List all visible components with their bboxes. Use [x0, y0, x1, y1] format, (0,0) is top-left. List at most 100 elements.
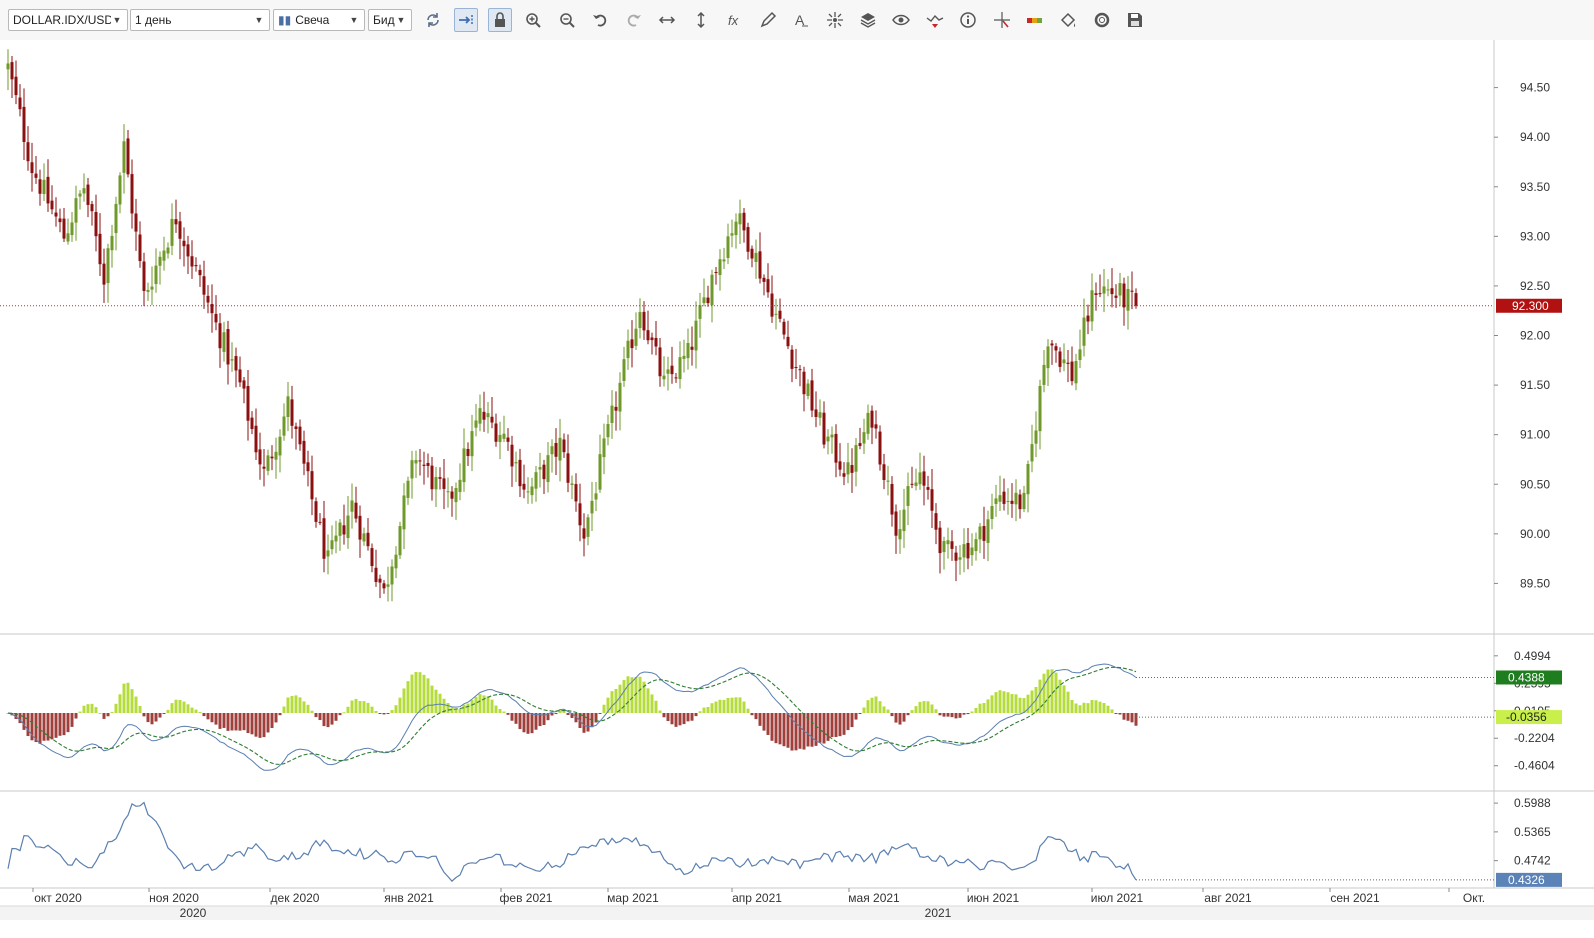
last-price-badge: [1496, 298, 1562, 313]
candle-down: [778, 298, 782, 323]
timeframe-select[interactable]: 1 день ▼: [130, 9, 270, 31]
candle-up: [546, 442, 550, 493]
candle-body: [678, 357, 682, 380]
macd-hist-bar: [666, 713, 670, 722]
macd-hist-bar: [758, 713, 762, 726]
settings-button[interactable]: [1090, 8, 1114, 32]
candle-down: [822, 401, 826, 449]
lock-button[interactable]: [488, 8, 512, 32]
vertical-scale-button[interactable]: [689, 8, 713, 32]
macd-hist-bar: [606, 697, 610, 713]
fill-button[interactable]: [1056, 8, 1080, 32]
macd-hist-bar: [1130, 713, 1134, 723]
candle-body: [858, 443, 862, 446]
macd-hist-bar: [810, 713, 814, 747]
macd-hist-bar: [370, 706, 374, 713]
redo-button[interactable]: [622, 8, 646, 32]
candle-body: [546, 455, 550, 483]
crosshair-button[interactable]: [823, 8, 847, 32]
candle-body: [570, 483, 574, 485]
candle-up: [666, 356, 670, 391]
chart-style-select[interactable]: ▮▮ Свеча ▼: [273, 9, 365, 31]
macd-hist-bar: [674, 713, 678, 727]
macd-hist-bar: [978, 703, 982, 713]
symbol-select[interactable]: DOLLAR.IDX/USD ▼: [8, 9, 128, 31]
candle-down: [930, 469, 934, 529]
macd-hist-bar: [66, 713, 70, 733]
text-button[interactable]: A: [789, 8, 813, 32]
macd-hist-bar: [874, 696, 878, 713]
candle-down: [922, 455, 926, 506]
candle-down: [838, 443, 842, 477]
macd-hist-bar: [322, 713, 326, 727]
candle-down: [762, 274, 766, 296]
candle-up: [1046, 339, 1050, 386]
indicator-icon: [926, 14, 944, 28]
eye-button[interactable]: [889, 8, 913, 32]
macd-hist-bar: [506, 713, 510, 715]
indicator-button[interactable]: [923, 8, 947, 32]
macd-hist-bar: [754, 713, 758, 720]
candle-down: [746, 222, 750, 260]
zoom-in-button[interactable]: [521, 8, 545, 32]
horizontal-scale-button[interactable]: [655, 8, 679, 32]
price-side-select[interactable]: Бид ▼: [368, 9, 412, 31]
candle-down: [690, 326, 694, 366]
cursor-icon: [994, 12, 1010, 28]
macd-hist-bar: [898, 713, 902, 725]
macd-hist-bar: [398, 697, 402, 713]
candle-body: [86, 184, 90, 205]
candle-body: [814, 409, 818, 417]
candle-body: [106, 248, 110, 284]
candle-down: [46, 159, 50, 212]
macd-hist-bar: [230, 713, 234, 731]
candle-down: [950, 530, 954, 561]
candle-up: [730, 219, 734, 248]
candle-up: [718, 249, 722, 291]
zoom-out-button[interactable]: [555, 8, 579, 32]
candle-body: [878, 431, 882, 465]
fill-icon: [1060, 12, 1076, 28]
year-label: 2020: [180, 906, 207, 920]
candle-body: [438, 477, 442, 479]
macd-hist-bar: [410, 674, 414, 713]
candle-up: [394, 546, 398, 579]
refresh-button[interactable]: [421, 8, 445, 32]
macd-tick-label: -0.2204: [1514, 731, 1555, 745]
candle-down: [246, 370, 250, 441]
candle-body: [1094, 293, 1098, 295]
chart-canvas[interactable]: 94.50 94.00 93.50 93.00 92.50 92.00 91.50 91.00…: [0, 40, 1594, 935]
candle-down: [226, 320, 230, 385]
candle-body: [1006, 500, 1010, 502]
macd-hist-bar: [330, 713, 334, 725]
candle-body: [726, 236, 730, 258]
chart-area[interactable]: 94.50 94.00 93.50 93.00 92.50 92.00 91.50 91.00…: [0, 40, 1594, 935]
candle-body: [342, 525, 346, 535]
candle-body: [290, 399, 294, 426]
candle-body: [486, 413, 490, 418]
refresh-icon: [427, 13, 439, 27]
candle-down: [290, 385, 294, 439]
candle-down: [126, 129, 130, 178]
candle-up: [830, 426, 834, 454]
undo-button[interactable]: [588, 8, 612, 32]
autoscroll-button[interactable]: [454, 8, 478, 32]
draw-button[interactable]: [756, 8, 780, 32]
candle-body: [518, 459, 522, 487]
color-button[interactable]: [1023, 8, 1047, 32]
candle-down: [1134, 288, 1138, 309]
macd-hist-bar: [1082, 702, 1086, 713]
candle-up: [622, 346, 626, 387]
toolbar: DOLLAR.IDX/USD ▼ 1 день ▼ ▮▮ Свеча ▼ Бид…: [0, 0, 1594, 41]
macd-hist-bar: [670, 713, 674, 725]
macd-hist-bar: [146, 713, 150, 723]
redo-icon: [627, 14, 641, 27]
price-tick-label: 90.00: [1520, 527, 1550, 541]
function-button[interactable]: fx: [723, 8, 747, 32]
info-button[interactable]: [956, 8, 980, 32]
save-button[interactable]: [1123, 8, 1147, 32]
cursor-button[interactable]: [990, 8, 1014, 32]
hist-value-label: -0.0356: [1506, 710, 1547, 724]
macd-hist-bar: [826, 713, 830, 741]
layers-button[interactable]: [856, 8, 880, 32]
